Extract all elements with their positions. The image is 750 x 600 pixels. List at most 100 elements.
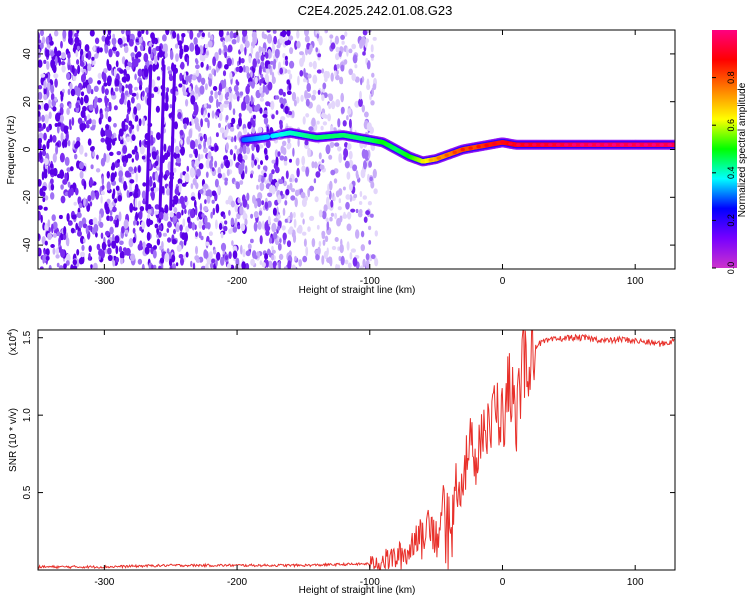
snr-series-line [38, 330, 675, 570]
spectrogram-noise-point [271, 159, 276, 164]
spectrogram-noise-point [359, 190, 363, 198]
spectrogram-noise-point [353, 193, 358, 199]
spectrogram-noise-point [364, 149, 369, 159]
spectrogram-noise-point [43, 94, 48, 101]
spectrogram-noise-point [330, 199, 334, 208]
spectrogram-noise-point [371, 72, 375, 78]
spectrogram-noise-point [194, 138, 199, 148]
colorbar-gradient [712, 30, 737, 268]
spectrogram-noise-point [41, 101, 44, 110]
spectrogram-noise-point [286, 90, 292, 95]
spectrogram-noise-point [239, 91, 244, 96]
spectrogram-noise-point [226, 169, 230, 177]
spectrogram-noise-point [120, 258, 124, 265]
spectrogram-noise-point [45, 248, 50, 256]
spectrogram-ridge-peak [635, 143, 640, 147]
spectrogram-noise-point [305, 98, 310, 107]
spectrogram-noise-point [48, 111, 52, 119]
spectrogram-noise-point [368, 160, 372, 168]
spectrogram-noise-point [273, 58, 277, 65]
snr-x-tick-label: 100 [627, 577, 644, 588]
spectrogram-noise-point [148, 46, 152, 55]
spectrogram-noise-point [234, 202, 239, 213]
spectrogram-noise-point [199, 203, 203, 212]
spectrogram-noise-point [100, 137, 106, 143]
spectrogram-y-ticks: -40 -20 0 20 40 [22, 48, 675, 252]
spectrogram-noise-point [107, 30, 112, 36]
spectrogram-noise-point [106, 181, 111, 191]
spectrogram-noise-point [279, 238, 282, 244]
spectrogram-noise-point [284, 200, 288, 206]
spectrogram-noise-point [41, 171, 45, 181]
spectrogram-noise-point [287, 216, 291, 223]
spectrogram-noise-point [63, 263, 67, 269]
spectrogram-noise-point [298, 259, 303, 267]
spectrogram-noise-point [139, 210, 143, 217]
spectrogram-noise-point [346, 115, 349, 121]
spectrogram-noise-point [286, 30, 291, 37]
spectrogram-noise-point [344, 259, 349, 265]
spectrogram-noise-point [223, 44, 228, 53]
spectrogram-noise-point [236, 35, 240, 43]
spectrogram-noise-point [65, 260, 70, 266]
spectrogram-noise-point [81, 74, 86, 82]
spectrogram-noise-point [66, 241, 70, 247]
spectrogram-noise-point [80, 109, 86, 119]
spectrogram-noise-point [224, 255, 229, 261]
spectrogram-noise-point [358, 98, 363, 107]
spectrogram-noise-point [84, 44, 90, 52]
spectrogram-noise-point [207, 40, 213, 48]
spectrogram-noise-point [129, 202, 134, 213]
spectrogram-noise-point [79, 170, 84, 179]
spectrogram-noise-point [70, 227, 75, 234]
spectrogram-noise-point [343, 148, 349, 158]
spectrogram-noise-point [374, 230, 378, 237]
spectrogram-noise-point [83, 197, 86, 207]
snr-x-tick-label: -100 [360, 577, 380, 588]
spectrogram-noise-point [115, 245, 119, 255]
spectrogram-noise-point [230, 200, 235, 208]
spectrogram-noise-point [195, 182, 199, 190]
spectrogram-noise-point [255, 144, 260, 153]
spectrogram-noise-point [217, 185, 220, 196]
spectrogram-noise-point [305, 166, 310, 177]
spectrogram-noise-point [193, 104, 198, 112]
spectrogram-noise-point [38, 104, 41, 110]
spectrogram-noise-point [254, 200, 258, 209]
spectrogram-noise-point [115, 50, 120, 58]
spectrogram-noise-point [279, 97, 284, 104]
spectrogram-noise-point [304, 140, 309, 146]
spectrogram-noise-point [159, 257, 165, 264]
spectrogram-noise-point [92, 59, 96, 66]
spectrogram-noise-point [163, 174, 168, 180]
spectrogram-noise-point [93, 53, 99, 59]
spectrogram-noise-point [344, 160, 350, 169]
spectrogram-noise-point [121, 56, 126, 65]
spectrogram-noise-point [62, 233, 67, 241]
spectrogram-noise-point [288, 83, 292, 91]
spectrogram-noise-point [316, 69, 322, 74]
spectrogram-noise-point [123, 99, 127, 106]
spectrogram-noise-point [90, 190, 96, 201]
spectrogram-noise-point [42, 197, 46, 203]
spectrogram-noise-point [195, 231, 198, 238]
spectrogram-noise-point [113, 219, 116, 225]
spectrogram-noise-point [69, 82, 73, 90]
spectrogram-noise-point [74, 143, 79, 149]
spectrogram-noise-point [116, 151, 122, 156]
spectrogram-noise-point [268, 237, 273, 244]
spectrogram-noise-point [334, 142, 340, 147]
spectrogram-noise-point [179, 195, 185, 205]
spectrogram-noise-point [121, 226, 125, 234]
spectrogram-noise-point [177, 40, 183, 46]
figure-title: C2E4.2025.242.01.08.G23 [298, 3, 453, 18]
spectrogram-noise-point [50, 183, 55, 191]
spectrogram-noise-point [148, 244, 153, 249]
spectrogram-noise-point [168, 74, 174, 82]
spectrogram-noise-point [294, 255, 297, 261]
spectrogram-noise-point [105, 124, 110, 130]
spectrogram-noise-point [365, 210, 370, 216]
spectrogram-noise-point [300, 191, 306, 199]
spectrogram-noise-point [63, 125, 69, 134]
spectrogram-noise-point [322, 239, 326, 246]
